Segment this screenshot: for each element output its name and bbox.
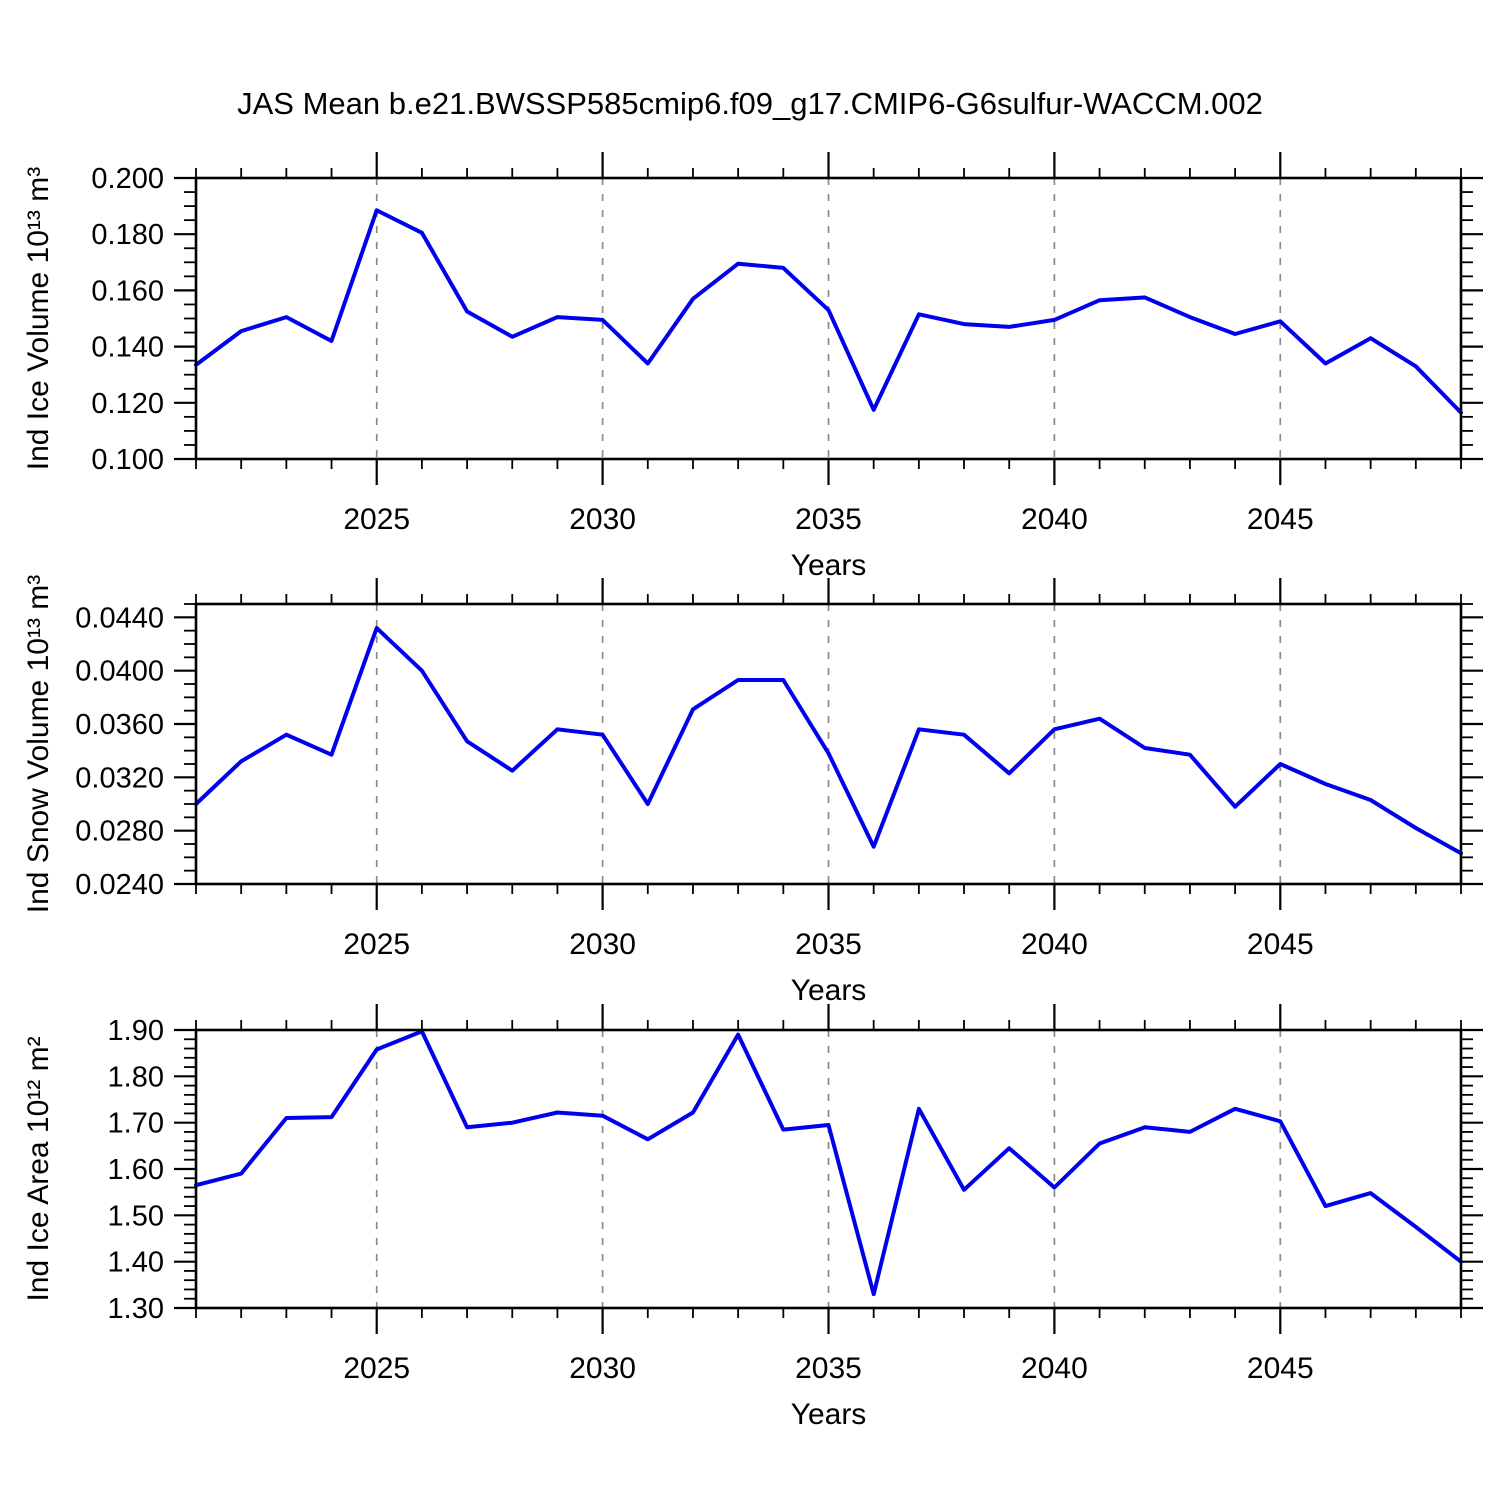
y-tick-label: 0.0320	[75, 762, 164, 794]
figure-title: JAS Mean b.e21.BWSSP585cmip6.f09_g17.CMI…	[237, 86, 1263, 121]
y-tick-label: 0.0360	[75, 709, 164, 741]
x-axis-title: Years	[791, 549, 867, 582]
x-tick-label: 2040	[1021, 1352, 1088, 1385]
series-line	[194, 1029, 1463, 1297]
x-tick-label: 2035	[795, 503, 862, 536]
y-tick-label: 0.0400	[75, 656, 164, 688]
y-ticks	[174, 176, 1483, 461]
series-line	[194, 626, 1463, 856]
y-axis-title: Ind Ice Volume 10¹³ m³	[22, 167, 55, 470]
y-tick-label: 1.30	[108, 1293, 164, 1325]
plot-frame	[194, 176, 1463, 461]
x-tick-label: 2030	[569, 928, 636, 961]
y-tick-label: 1.90	[108, 1015, 164, 1047]
x-tick-label: 2040	[1021, 928, 1088, 961]
plot-frame	[194, 1028, 1463, 1310]
x-tick-label: 2025	[343, 503, 410, 536]
y-tick-labels: 0.100 0.120 0.140 0.160 0.180 0.200	[91, 163, 164, 476]
y-tick-label: 1.60	[108, 1154, 164, 1186]
y-tick-label: 1.80	[108, 1061, 164, 1093]
y-tick-label: 0.160	[91, 275, 164, 307]
x-tick-label: 2035	[795, 1352, 862, 1385]
plot-frame	[194, 602, 1463, 886]
y-axis-title: Ind Snow Volume 10¹³ m³	[22, 575, 55, 913]
panel-2: 0.0240 0.0280 0.0320 0.0360 0.0400 0.0440 2025…	[22, 575, 1483, 1007]
x-axis-title: Years	[791, 1398, 867, 1431]
x-tick-label: 2045	[1247, 503, 1314, 536]
y-axis-title: Ind Ice Area 10¹² m²	[22, 1036, 55, 1301]
y-tick-label: 0.180	[91, 219, 164, 251]
x-tick-label: 2030	[569, 1352, 636, 1385]
x-ticks	[195, 1004, 1462, 1334]
x-tick-label: 2045	[1247, 928, 1314, 961]
series-line	[194, 208, 1463, 415]
y-tick-label: 0.0440	[75, 602, 164, 634]
y-tick-labels: 1.30 1.40 1.50 1.60 1.70 1.80 1.90	[108, 1015, 164, 1325]
y-tick-label: 1.70	[108, 1108, 164, 1140]
x-gridlines	[375, 178, 1282, 459]
x-tick-label: 2040	[1021, 503, 1088, 536]
y-tick-labels: 0.0240 0.0280 0.0320 0.0360 0.0400 0.0440	[75, 602, 164, 901]
y-tick-label: 0.100	[91, 444, 164, 476]
y-tick-label: 0.120	[91, 388, 164, 420]
x-tick-label: 2030	[569, 503, 636, 536]
panel-3: 1.30 1.40 1.50 1.60 1.70 1.80 1.90 2025 2030 2035…	[22, 1004, 1483, 1431]
x-ticks	[195, 152, 1462, 485]
y-tick-label: 1.50	[108, 1200, 164, 1232]
x-gridlines	[375, 1030, 1282, 1308]
y-tick-label: 0.0280	[75, 816, 164, 848]
y-ticks	[174, 603, 1483, 886]
y-ticks	[174, 1028, 1483, 1310]
y-tick-label: 0.200	[91, 163, 164, 195]
x-tick-labels: 2025 2030 2035 2040 2045	[343, 928, 1313, 961]
x-ticks	[195, 578, 1462, 910]
x-gridlines	[375, 604, 1282, 884]
x-tick-label: 2045	[1247, 1352, 1314, 1385]
x-tick-label: 2025	[343, 1352, 410, 1385]
y-tick-label: 0.0240	[75, 869, 164, 901]
x-tick-label: 2025	[343, 928, 410, 961]
x-tick-labels: 2025 2030 2035 2040 2045	[343, 1352, 1313, 1385]
x-tick-labels: 2025 2030 2035 2040 2045	[343, 503, 1313, 536]
x-tick-label: 2035	[795, 928, 862, 961]
y-tick-label: 1.40	[108, 1247, 164, 1279]
x-axis-title: Years	[791, 974, 867, 1007]
y-tick-label: 0.140	[91, 332, 164, 364]
